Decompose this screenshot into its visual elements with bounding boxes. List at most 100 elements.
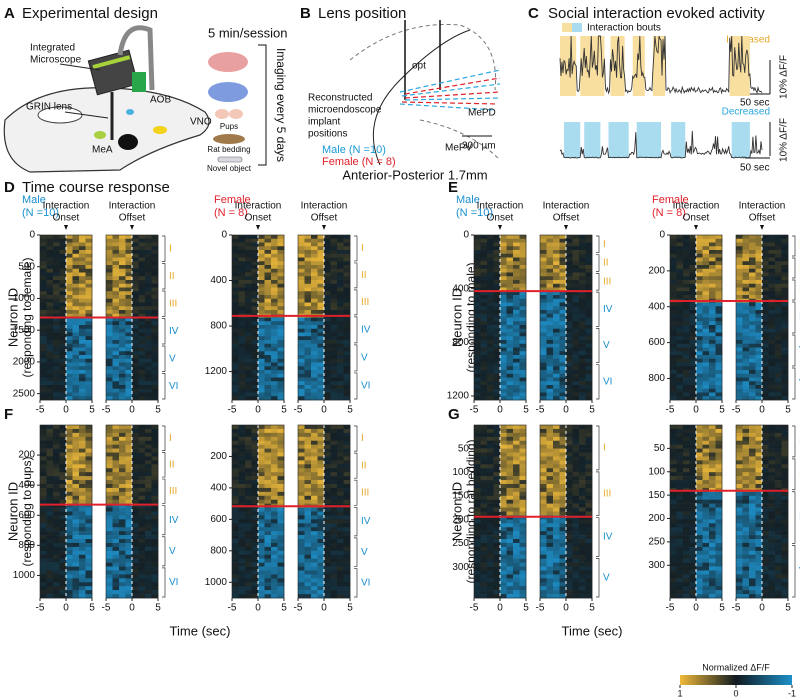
heatmap-cell	[132, 257, 139, 262]
heatmap-cell	[500, 574, 507, 579]
heatmap-cell	[500, 460, 507, 465]
heatmap-cell	[513, 295, 520, 300]
heatmap-cell	[264, 425, 272, 430]
heatmap-cell	[238, 511, 246, 516]
panel-label: F	[4, 406, 13, 423]
heatmap-cell	[232, 499, 239, 504]
heatmap-cell	[304, 590, 312, 595]
heatmap-cell	[500, 468, 507, 473]
heatmap-cell	[317, 499, 325, 504]
heatmap-cell	[258, 336, 265, 341]
heatmap-cell	[474, 373, 481, 378]
heatmap-cell	[232, 582, 239, 587]
heatmap-cell	[736, 291, 743, 296]
heatmap-cell	[298, 381, 305, 386]
heatmap-cell	[132, 558, 139, 563]
heatmap-cell	[474, 440, 481, 445]
heatmap-cell	[232, 257, 239, 262]
heatmap-cell	[566, 317, 573, 322]
heatmap-cell	[689, 265, 697, 270]
heatmap-cell	[540, 396, 547, 401]
heatmap-cell	[696, 388, 703, 393]
heatmap-cell	[513, 381, 520, 386]
heatmap-cell	[689, 291, 697, 296]
heatmap-cell	[775, 268, 782, 273]
heatmap-cell	[506, 566, 514, 571]
heatmap-cell	[559, 306, 567, 311]
y-tick-label: 800	[210, 545, 227, 556]
heatmap-cell	[480, 554, 488, 559]
heatmap-cell	[46, 491, 54, 497]
heatmap-cell	[324, 523, 331, 528]
heatmap-cell	[493, 566, 501, 571]
heatmap-cell	[304, 582, 312, 587]
heatmap-cell	[151, 460, 159, 465]
heatmap-cell	[742, 287, 750, 292]
heatmap-cell	[513, 358, 520, 363]
heatmap-cell	[264, 272, 272, 277]
heatmap-cell	[566, 235, 573, 240]
heatmap-cell	[46, 306, 54, 311]
heatmap-cell	[264, 586, 272, 591]
heatmap-cell	[337, 472, 344, 477]
heatmap-cell	[572, 355, 580, 360]
heatmap-cell	[298, 343, 305, 348]
heatmap-cell	[106, 527, 113, 532]
heatmap-cell	[676, 381, 684, 386]
heatmap-cell	[151, 432, 159, 438]
heatmap-cell	[245, 235, 252, 240]
heatmap-cell	[132, 448, 139, 453]
heatmap-cell	[138, 268, 146, 273]
heatmap-cell	[53, 257, 60, 262]
heatmap-cell	[762, 250, 769, 255]
heatmap-cell	[46, 476, 54, 481]
heatmap-cell	[59, 325, 67, 330]
heatmap-cell	[519, 280, 527, 285]
heatmap-cell	[500, 448, 507, 453]
heatmap-cell	[337, 392, 344, 397]
heatmap-cell	[271, 590, 278, 595]
heatmap-cell	[579, 444, 586, 449]
heatmap-cell	[343, 515, 351, 520]
heatmap-cell	[106, 586, 113, 591]
heatmap-cell	[232, 507, 239, 512]
heatmap-cell	[66, 392, 73, 397]
heatmap-cell	[559, 280, 567, 285]
heatmap-cell	[553, 388, 560, 393]
heatmap-cell	[138, 468, 146, 473]
heatmap-cell	[493, 519, 501, 524]
heatmap-cell	[775, 238, 782, 243]
heatmap-cell	[715, 291, 723, 296]
heatmap-cell	[775, 242, 782, 247]
heatmap-cell	[72, 586, 80, 591]
heatmap-cell	[79, 515, 86, 520]
heatmap-cell	[245, 480, 252, 485]
heatmap-cell	[53, 238, 60, 243]
heatmap-cell	[572, 366, 580, 371]
heatmap-cell	[513, 562, 520, 567]
heatmap-cell	[40, 562, 47, 567]
heatmap-cell	[298, 428, 305, 434]
heatmap-cell	[106, 280, 113, 285]
heatmap-cell	[238, 460, 246, 465]
heatmap-cell	[709, 336, 716, 341]
heatmap-cell	[304, 539, 312, 544]
heatmap-cell	[474, 594, 481, 599]
heatmap-cell	[298, 472, 305, 477]
heatmap-cell	[138, 396, 146, 401]
heatmap-cell	[245, 554, 252, 559]
y-tick-label: 600	[210, 514, 227, 525]
heatmap-cell	[119, 535, 126, 540]
heatmap-cell	[251, 594, 259, 599]
heatmap-cell	[112, 317, 120, 322]
heatmap-cell	[768, 291, 776, 296]
heatmap-cell	[579, 388, 586, 393]
heatmap-cell	[559, 283, 567, 288]
heatmap-cell	[53, 452, 60, 457]
heatmap-cell	[585, 388, 593, 393]
heatmap-cell	[311, 347, 318, 352]
heatmap-cell	[546, 432, 554, 438]
heatmap-cell	[513, 373, 520, 378]
heatmap-cell	[506, 358, 514, 363]
heatmap-cell	[749, 295, 756, 300]
